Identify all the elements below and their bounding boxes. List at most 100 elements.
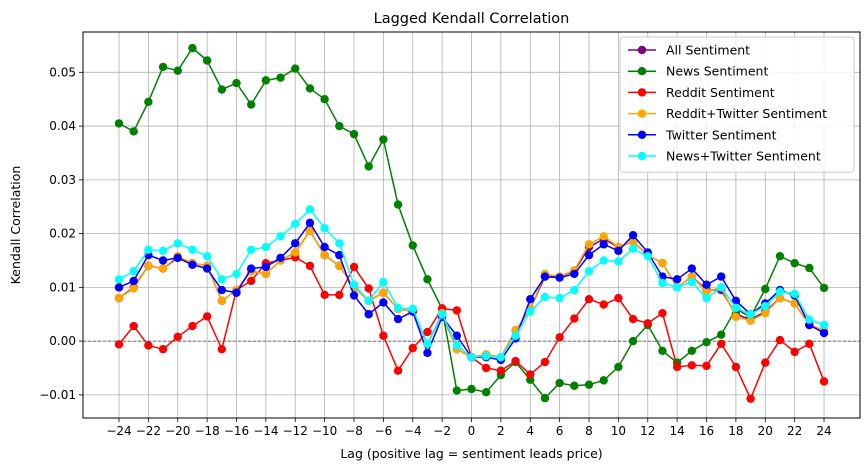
data-point-twitter-sentiment — [393, 314, 403, 324]
data-point-reddit-sentiment — [511, 356, 520, 366]
x-tick-label: −8 — [345, 424, 363, 438]
data-point-news-twitter-sentiment — [614, 257, 623, 266]
legend-marker — [637, 88, 647, 97]
data-point-reddit-twitter-sentiment — [775, 293, 785, 303]
data-point-news-twitter-sentiment — [335, 239, 344, 248]
data-point-news-twitter-sentiment — [481, 351, 491, 361]
data-point-reddit-twitter-sentiment — [731, 312, 741, 322]
legend-item: News+Twitter Sentiment — [628, 149, 821, 164]
data-point-twitter-sentiment — [305, 218, 315, 228]
data-point-reddit-sentiment — [716, 339, 726, 349]
data-point-reddit-sentiment — [658, 308, 667, 318]
data-point-news-sentiment — [261, 76, 271, 85]
y-tick-label: 0.04 — [49, 119, 76, 133]
data-point-news-sentiment — [364, 162, 373, 171]
data-point-twitter-sentiment — [584, 250, 594, 260]
data-point-news-sentiment — [408, 241, 417, 250]
data-point-news-twitter-sentiment — [452, 341, 462, 350]
data-point-news-sentiment — [540, 393, 550, 403]
data-point-reddit-sentiment — [481, 363, 491, 373]
legend-item: Reddit Sentiment — [628, 85, 775, 100]
x-tick-label: 4 — [526, 424, 534, 438]
data-point-reddit-sentiment — [584, 294, 594, 304]
data-point-reddit-sentiment — [790, 347, 799, 357]
x-tick-label: 14 — [669, 424, 684, 438]
data-point-reddit-twitter-sentiment — [584, 240, 594, 249]
y-axis-ticks: −0.01 0.00 0.01 0.02 0.03 0.04 0.05 — [39, 65, 83, 402]
data-point-news-twitter-sentiment — [805, 315, 814, 324]
data-point-news-twitter-sentiment — [467, 353, 476, 362]
data-point-twitter-sentiment — [129, 276, 138, 286]
data-point-reddit-sentiment — [217, 344, 227, 354]
data-point-reddit-twitter-sentiment — [628, 237, 638, 246]
data-point-twitter-sentiment — [188, 260, 197, 269]
data-point-reddit-twitter-sentiment — [158, 264, 168, 273]
x-tick-label: 22 — [787, 424, 802, 438]
legend-marker — [637, 109, 647, 118]
data-point-twitter-sentiment — [570, 269, 579, 279]
data-point-twitter-sentiment — [555, 273, 564, 282]
legend-label: All Sentiment — [666, 43, 750, 58]
x-tick-label: 0 — [468, 424, 476, 438]
data-point-news-sentiment — [570, 381, 579, 390]
x-tick-label: −20 — [165, 424, 190, 438]
data-point-news-sentiment — [188, 43, 197, 53]
data-point-news-sentiment — [584, 380, 594, 389]
data-point-reddit-sentiment — [320, 290, 329, 300]
data-point-news-twitter-sentiment — [511, 331, 520, 340]
data-point-twitter-sentiment — [379, 298, 388, 307]
data-point-reddit-sentiment — [335, 290, 344, 300]
data-point-news-twitter-sentiment — [584, 267, 594, 276]
data-point-reddit-twitter-sentiment — [261, 269, 271, 279]
data-point-twitter-sentiment — [540, 272, 550, 281]
data-point-reddit-twitter-sentiment — [291, 248, 300, 257]
data-point-twitter-sentiment — [114, 283, 124, 292]
data-point-reddit-sentiment — [643, 319, 652, 328]
legend-marker — [637, 151, 647, 161]
y-tick-label: 0.03 — [49, 173, 76, 187]
data-point-news-sentiment — [761, 284, 770, 294]
data-point-news-twitter-sentiment — [305, 205, 315, 214]
x-tick-label: 2 — [497, 424, 505, 438]
data-point-news-twitter-sentiment — [437, 310, 447, 319]
data-point-twitter-sentiment — [731, 296, 741, 306]
data-point-news-twitter-sentiment — [246, 245, 256, 254]
legend-marker — [637, 67, 647, 76]
data-point-news-sentiment — [628, 336, 638, 346]
data-point-news-sentiment — [702, 337, 711, 347]
x-tick-label: −18 — [194, 424, 219, 438]
data-point-reddit-sentiment — [452, 306, 462, 315]
data-point-reddit-sentiment — [129, 321, 138, 331]
data-point-reddit-sentiment — [731, 362, 741, 372]
x-axis-ticks: −24 −22 −20 −18 −16 −14 −12 −10 −8 −6 −4 −2 0 2 4 6 8 10 1… — [106, 418, 832, 438]
data-point-news-twitter-sentiment — [158, 246, 168, 256]
data-point-news-sentiment — [335, 121, 344, 131]
x-tick-label: 16 — [699, 424, 714, 438]
data-point-reddit-twitter-sentiment — [790, 299, 799, 308]
data-point-news-sentiment — [819, 283, 829, 293]
data-point-reddit-sentiment — [393, 366, 403, 375]
y-tick-label: 0.01 — [49, 280, 76, 294]
data-point-reddit-sentiment — [364, 284, 373, 293]
legend-label: News Sentiment — [666, 64, 768, 79]
data-point-reddit-sentiment — [614, 293, 623, 303]
data-point-twitter-sentiment — [276, 253, 285, 262]
legend-label: Reddit+Twitter Sentiment — [666, 106, 827, 121]
data-point-reddit-twitter-sentiment — [746, 316, 755, 325]
data-point-news-sentiment — [276, 73, 285, 82]
data-point-news-sentiment — [555, 378, 564, 388]
x-tick-label: −6 — [375, 424, 393, 438]
data-point-news-twitter-sentiment — [217, 275, 227, 284]
x-tick-label: 18 — [728, 424, 743, 438]
data-point-twitter-sentiment — [687, 264, 697, 273]
data-point-news-twitter-sentiment — [526, 307, 535, 316]
legend-box — [619, 36, 855, 173]
y-tick-label: 0.02 — [49, 227, 76, 241]
data-point-news-twitter-sentiment — [232, 269, 241, 279]
x-tick-label: −22 — [136, 424, 161, 438]
data-point-news-twitter-sentiment — [716, 283, 726, 292]
data-point-news-sentiment — [114, 119, 124, 128]
data-point-reddit-sentiment — [158, 344, 168, 354]
y-tick-label: 0.00 — [49, 334, 76, 348]
legend: All Sentiment News Sentiment Reddit Sentim… — [619, 36, 855, 173]
